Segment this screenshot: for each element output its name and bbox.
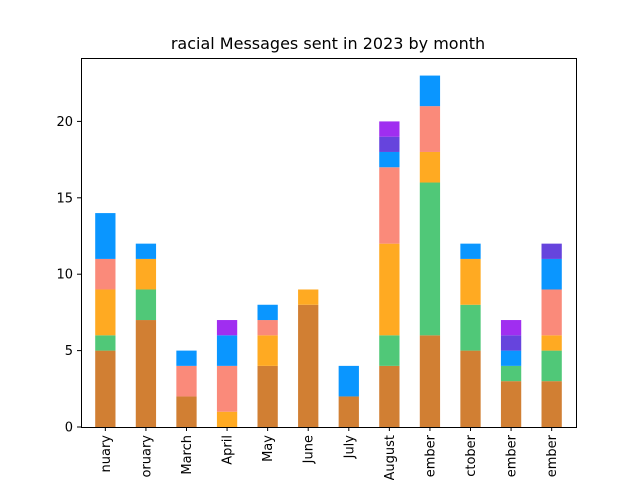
x-tick-label-february: oruary xyxy=(139,435,154,478)
bar-segment-march-4 xyxy=(176,350,197,366)
bar-segment-august-2 xyxy=(379,243,400,336)
bar-segment-january-3 xyxy=(95,258,116,290)
bar-segment-december-4 xyxy=(541,258,562,290)
bar-segment-august-1 xyxy=(379,335,400,366)
y-axis: 0 5 10 15 20 xyxy=(56,115,81,436)
x-tick-label-september: ember xyxy=(423,434,438,477)
x-tick-label-june: June xyxy=(302,435,317,464)
bar-segment-april-4 xyxy=(216,335,238,366)
x-tick-label-may: May xyxy=(261,435,276,462)
bar-segment-november-1 xyxy=(500,365,522,382)
bar-segment-february-0 xyxy=(135,320,157,427)
y-tick-label: 15 xyxy=(56,191,73,206)
bar-segment-february-2 xyxy=(135,258,157,290)
bar-segment-may-3 xyxy=(257,320,278,336)
bar-segment-november-4 xyxy=(500,350,522,366)
x-axis: nuary oruary March April May June July August em… xyxy=(99,427,560,480)
x-tick-label-april: April xyxy=(221,435,236,465)
bar-segment-june-0 xyxy=(298,304,319,427)
x-tick-label-march: March xyxy=(180,435,195,475)
bar-segment-october-2 xyxy=(460,258,481,305)
bar-segment-april-6 xyxy=(216,320,238,336)
bar-segment-august-4 xyxy=(379,151,400,168)
x-tick-label-january: nuary xyxy=(99,435,114,473)
bar-segment-january-1 xyxy=(95,335,116,351)
bar-segment-october-4 xyxy=(460,243,481,259)
x-tick-label-august: August xyxy=(383,435,398,480)
bar-segment-august-6 xyxy=(379,121,400,137)
bar-segment-february-1 xyxy=(135,289,157,321)
bar-segment-march-0 xyxy=(176,396,197,427)
bar-segment-september-0 xyxy=(419,335,441,427)
bars-layer xyxy=(95,75,562,427)
bar-segment-may-2 xyxy=(257,335,278,366)
bar-segment-may-4 xyxy=(257,304,278,321)
x-tick-label-october: ctober xyxy=(464,434,479,476)
bar-segment-december-3 xyxy=(541,289,562,336)
x-tick-label-july: July xyxy=(342,435,357,460)
bar-segment-june-2 xyxy=(298,289,319,305)
bar-segment-september-1 xyxy=(419,182,441,336)
bar-segment-august-3 xyxy=(379,167,400,244)
bar-segment-december-0 xyxy=(541,381,562,427)
plot-frame xyxy=(81,58,577,428)
y-tick-label: 5 xyxy=(65,344,73,359)
bar-segment-august-0 xyxy=(379,365,400,427)
bar-segment-april-2 xyxy=(216,411,238,427)
bar-segment-april-3 xyxy=(216,365,238,412)
bar-segment-november-6 xyxy=(500,320,522,336)
bar-segment-january-0 xyxy=(95,350,116,427)
bar-segment-august-5 xyxy=(379,136,400,152)
bar-segment-october-1 xyxy=(460,304,481,351)
y-tick-label: 10 xyxy=(56,268,73,283)
bar-segment-december-1 xyxy=(541,350,562,382)
bar-segment-october-0 xyxy=(460,350,481,427)
bar-segment-january-2 xyxy=(95,289,116,336)
bar-segment-july-4 xyxy=(338,365,359,397)
chart-title: racial Messages sent in 2023 by month xyxy=(171,34,485,53)
x-tick-label-november: ember xyxy=(505,434,520,477)
bar-segment-july-0 xyxy=(338,396,359,427)
x-tick-label-december: ember xyxy=(545,434,560,477)
bar-segment-september-4 xyxy=(419,75,441,107)
bar-segment-september-2 xyxy=(419,151,441,183)
bar-segment-march-3 xyxy=(176,365,197,397)
y-tick-label: 0 xyxy=(65,421,73,436)
bar-segment-may-0 xyxy=(257,365,278,427)
bar-segment-february-4 xyxy=(135,243,157,259)
bar-segment-november-0 xyxy=(500,381,522,427)
bar-segment-december-2 xyxy=(541,335,562,351)
bar-segment-november-5 xyxy=(500,335,522,351)
bar-segment-january-4 xyxy=(95,213,116,259)
y-tick-label: 20 xyxy=(56,115,73,130)
bar-segment-december-5 xyxy=(541,243,562,259)
bar-segment-september-3 xyxy=(419,106,441,152)
